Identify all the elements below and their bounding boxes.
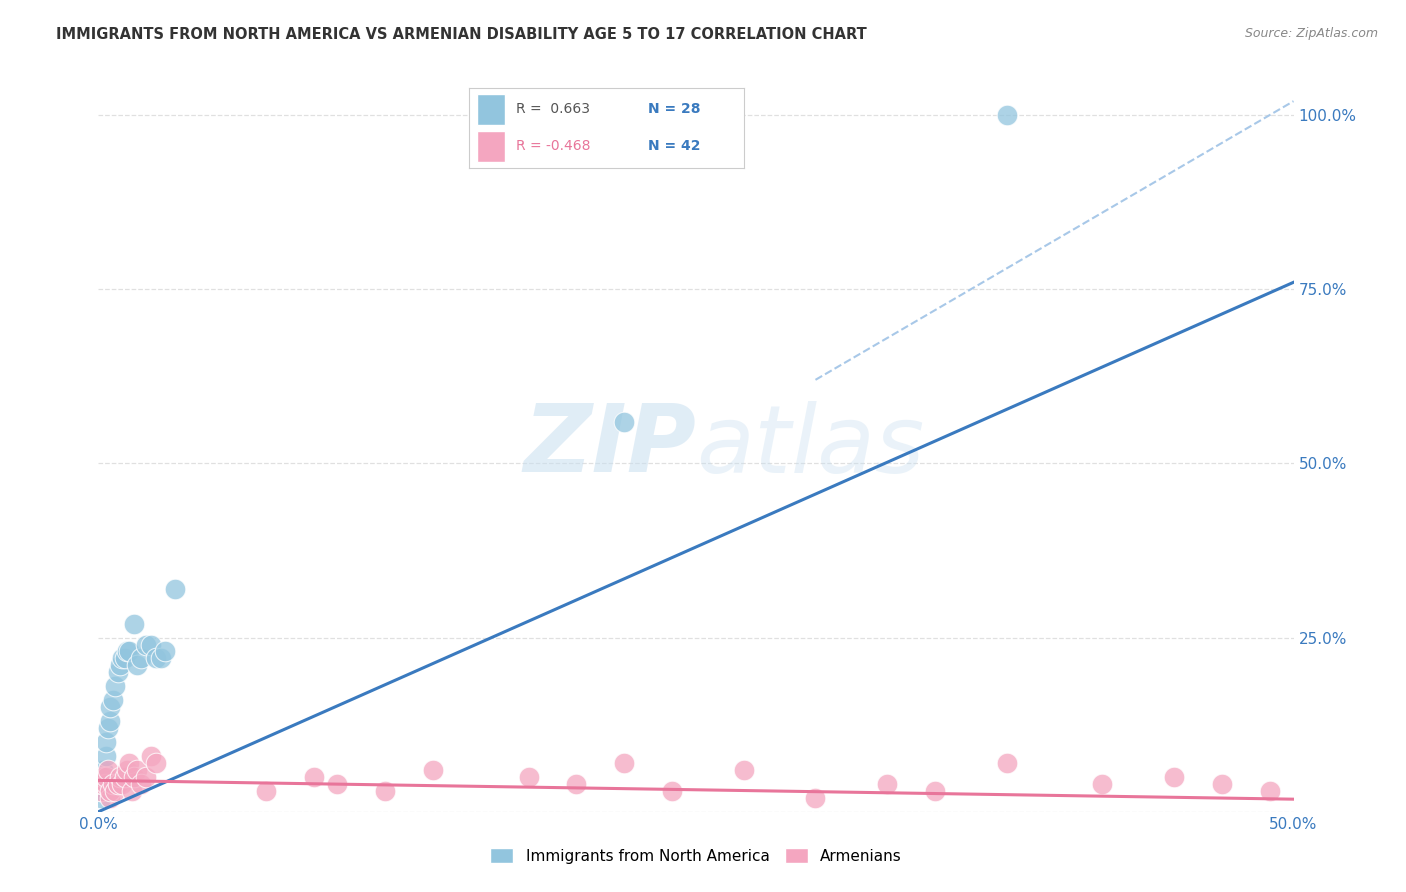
Point [613,415,636,429]
Point [115,644,138,658]
Point [114,770,136,784]
Point [135,638,157,652]
Point [139,638,162,652]
Point [108,658,131,673]
Point [302,770,325,784]
Point [94,777,117,791]
Point [107,665,129,680]
Point [149,651,172,665]
Text: IMMIGRANTS FROM NORTH AMERICA VS ARMENIAN DISABILITY AGE 5 TO 17 CORRELATION CHA: IMMIGRANTS FROM NORTH AMERICA VS ARMENIA… [56,27,868,42]
Point [98,714,122,728]
Point [565,777,588,791]
Legend: Immigrants from North America, Armenians: Immigrants from North America, Armenians [484,842,908,870]
Point [1091,777,1114,791]
Point [98,784,122,798]
Point [104,679,127,693]
Point [124,616,146,631]
Point [876,777,898,791]
Point [131,777,153,791]
Point [733,763,755,777]
Point [107,777,129,791]
Point [995,756,1018,770]
Point [1163,770,1185,784]
Point [115,763,138,777]
Point [101,693,124,707]
Point [145,756,167,770]
Point [121,784,143,798]
Point [108,770,131,784]
Point [91,770,114,784]
Point [517,770,540,784]
Point [139,749,162,764]
Point [155,644,177,658]
Point [98,790,122,805]
Point [97,721,120,735]
Point [118,644,141,658]
Point [374,784,396,798]
Point [804,790,827,805]
Point [91,763,114,777]
Point [613,756,636,770]
Point [90,784,112,798]
Point [114,651,136,665]
Point [326,777,349,791]
Point [98,700,122,714]
Point [125,658,148,673]
Point [91,777,114,791]
Point [94,770,117,784]
Text: Source: ZipAtlas.com: Source: ZipAtlas.com [1244,27,1378,40]
Point [1258,784,1281,798]
Point [124,770,146,784]
Point [131,651,153,665]
Point [924,784,946,798]
Text: ZIP: ZIP [523,400,696,492]
Point [111,651,134,665]
Point [118,756,141,770]
Point [254,784,277,798]
Point [94,749,117,764]
Point [90,784,112,798]
Point [661,784,683,798]
Point [94,735,117,749]
Point [91,770,114,784]
Point [145,651,167,665]
Text: atlas: atlas [696,401,924,491]
Point [163,582,186,596]
Point [111,777,134,791]
Point [97,763,120,777]
Point [101,777,124,791]
Point [90,790,112,805]
Point [135,770,157,784]
Point [90,777,112,791]
Point [1211,777,1233,791]
Point [995,108,1018,122]
Point [422,763,444,777]
Point [104,784,127,798]
Point [125,763,148,777]
